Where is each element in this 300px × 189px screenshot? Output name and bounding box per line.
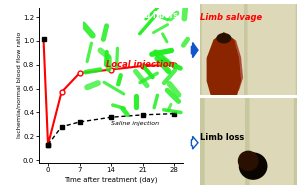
Text: Limb loss: Limb loss xyxy=(200,132,245,142)
Ellipse shape xyxy=(238,151,258,170)
FancyBboxPatch shape xyxy=(205,97,244,187)
FancyBboxPatch shape xyxy=(202,2,243,96)
Y-axis label: Ischemia/normal blood flow ratio: Ischemia/normal blood flow ratio xyxy=(16,32,22,138)
Polygon shape xyxy=(207,33,241,94)
Polygon shape xyxy=(209,34,242,90)
Text: Saline injection: Saline injection xyxy=(111,121,159,126)
Text: Local injection: Local injection xyxy=(106,60,175,69)
Ellipse shape xyxy=(217,34,231,43)
X-axis label: Time after treatment (day): Time after treatment (day) xyxy=(64,176,158,183)
Text: Limb salvage: Limb salvage xyxy=(200,13,262,22)
FancyBboxPatch shape xyxy=(248,2,295,96)
Ellipse shape xyxy=(239,153,267,179)
Text: Fragmented fibers: Fragmented fibers xyxy=(98,11,178,20)
FancyBboxPatch shape xyxy=(250,97,293,187)
